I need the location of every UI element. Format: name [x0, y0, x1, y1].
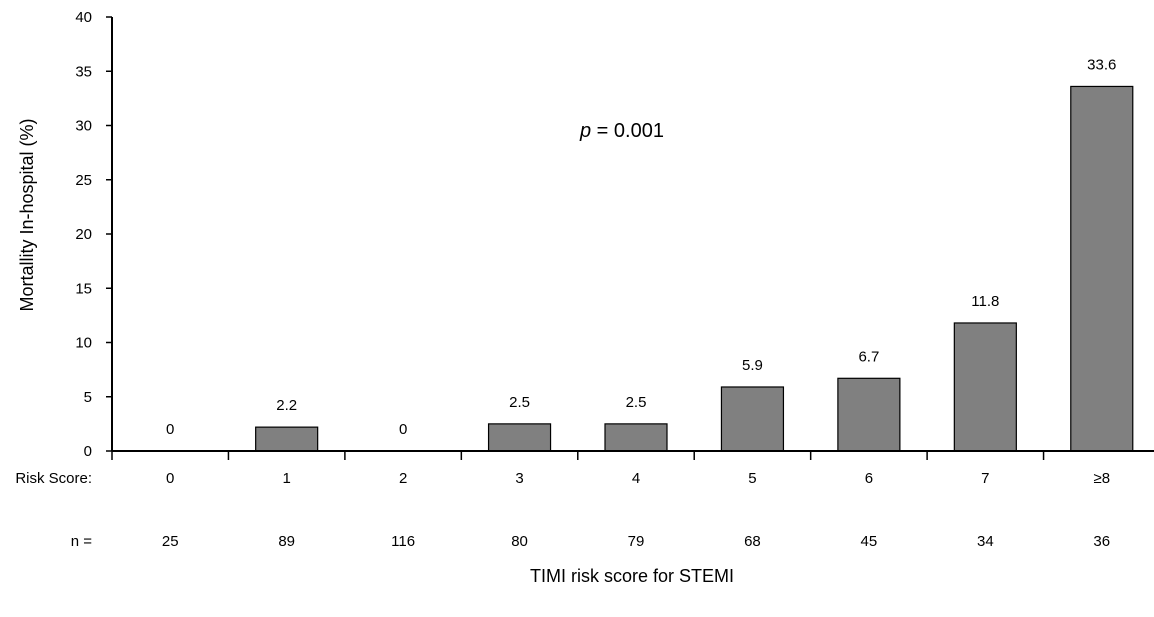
- x-axis-ticks: 0 25 1 89 2 116 3 80 4 79 5 68 6 45 7 34 ≥8 36: [111, 451, 1110, 550]
- risk-score-row-label: Risk Score:: [15, 470, 92, 487]
- bar-value-label: 2.5: [509, 394, 530, 411]
- y-tick-label: 20: [75, 226, 92, 243]
- y-tick-label: 40: [75, 9, 92, 26]
- y-axis-title: Mortallity In-hospital (%): [17, 118, 37, 311]
- n-value-label: 79: [628, 533, 645, 550]
- axes: [111, 17, 1154, 452]
- x-tick-label: 4: [632, 470, 640, 487]
- x-tick-label: 1: [282, 470, 290, 487]
- bar-value-label: 6.7: [858, 348, 879, 365]
- y-axis-ticks: 0 5 10 15 20 25 30 35 40: [75, 9, 112, 460]
- n-value-label: 34: [977, 533, 994, 550]
- n-value-label: 45: [861, 533, 878, 550]
- n-value-label: 80: [511, 533, 528, 550]
- n-row-label: n =: [71, 533, 93, 550]
- x-tick-label: 5: [748, 470, 756, 487]
- x-tick-label: 7: [981, 470, 989, 487]
- bar-value-label: 0: [399, 421, 407, 438]
- x-tick-label: 2: [399, 470, 407, 487]
- bar: [720, 386, 785, 452]
- p-symbol: p: [579, 120, 591, 142]
- bars: 0 2.2 0 2.5 2.5 5.9 6.7 11.8 33.6: [166, 56, 1134, 452]
- x-tick-label: 0: [166, 470, 174, 487]
- bar: [837, 377, 901, 452]
- n-value-label: 89: [278, 533, 295, 550]
- bar: [604, 423, 668, 452]
- n-value-label: 36: [1093, 533, 1110, 550]
- x-tick-label: ≥8: [1093, 470, 1110, 487]
- p-value-annotation: p = 0.001: [579, 120, 664, 142]
- y-tick-label: 0: [84, 443, 92, 460]
- p-value-text: = 0.001: [591, 120, 664, 142]
- bar-value-label: 2.5: [626, 394, 647, 411]
- bar: [953, 322, 1017, 452]
- bar: [487, 423, 552, 452]
- x-tick-label: 3: [515, 470, 523, 487]
- x-axis-title: TIMI risk score for STEMI: [530, 566, 734, 586]
- bar-value-label: 11.8: [971, 293, 999, 310]
- bar: [1070, 85, 1134, 452]
- x-tick-label: 6: [865, 470, 873, 487]
- bar-value-label: 5.9: [742, 357, 763, 374]
- bar: [255, 426, 319, 452]
- y-tick-label: 10: [75, 335, 92, 352]
- bar-value-label: 0: [166, 421, 174, 438]
- y-tick-label: 30: [75, 118, 92, 135]
- bar-value-label: 33.6: [1087, 56, 1116, 73]
- y-tick-label: 25: [75, 172, 92, 189]
- n-value-label: 116: [391, 533, 415, 550]
- y-tick-label: 5: [84, 389, 92, 406]
- n-value-label: 68: [744, 533, 761, 550]
- y-tick-label: 15: [75, 280, 92, 297]
- y-tick-label: 35: [75, 63, 92, 80]
- bar-value-label: 2.2: [276, 397, 297, 414]
- n-value-label: 25: [162, 533, 179, 550]
